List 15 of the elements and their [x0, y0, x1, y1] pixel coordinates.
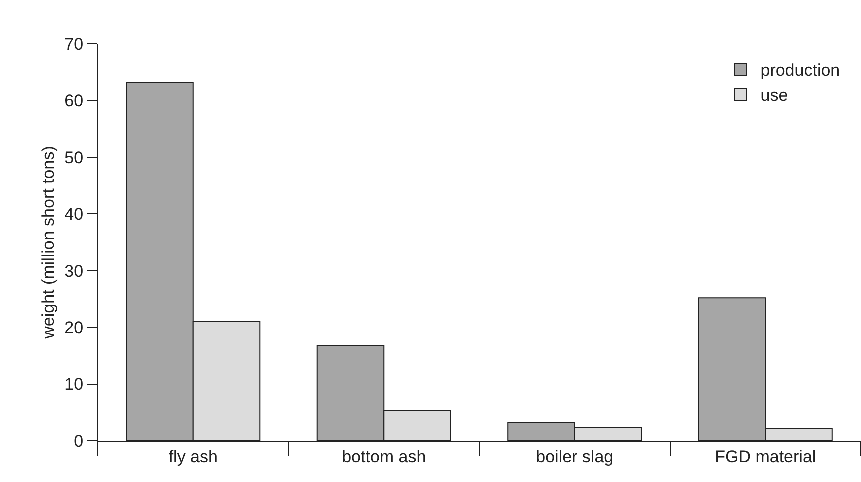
y-tick-label: 20 [64, 318, 84, 338]
x-tick-label: FGD material [715, 447, 816, 466]
x-tick-label: fly ash [168, 447, 218, 466]
y-tick-label: 50 [64, 148, 84, 168]
legend-label: use [760, 86, 788, 106]
y-tick-label: 0 [74, 432, 84, 451]
x-tick-label: bottom ash [342, 447, 426, 466]
y-tick-label: 10 [64, 375, 84, 394]
x-tick-label: boiler slag [536, 447, 614, 466]
y-tick-label: 30 [64, 262, 84, 281]
y-tick-label: 40 [64, 205, 84, 224]
y-tick-label: 60 [64, 92, 84, 111]
y-axis-title: weight (million short tons) [39, 146, 58, 340]
legend-label: production [760, 61, 840, 80]
y-tick-label: 70 [64, 34, 84, 54]
